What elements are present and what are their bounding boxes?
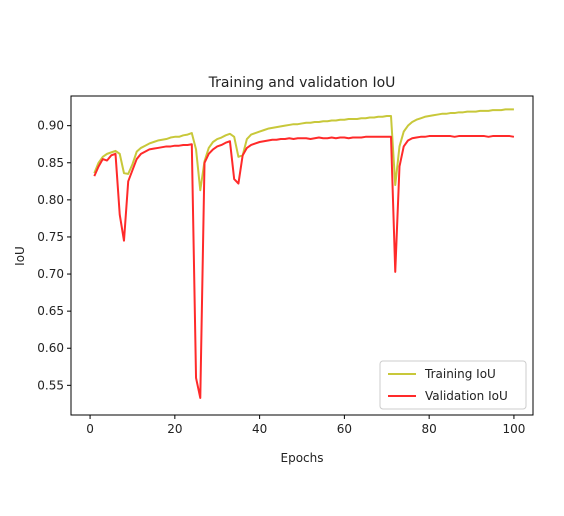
y-tick-label: 0.75: [37, 230, 64, 244]
x-tick-label: 40: [252, 422, 267, 436]
plot-frame: [70, 95, 534, 416]
y-tick-label: 0.65: [37, 304, 64, 318]
x-tick-label: 100: [502, 422, 525, 436]
series-layer: [93, 108, 515, 399]
series-line-training: [93, 108, 514, 192]
legend: Training IoU Validation IoU: [379, 360, 527, 410]
y-tick-label: 0.55: [37, 378, 64, 392]
y-tick-label: 0.85: [37, 156, 64, 170]
y-tick-label: 0.80: [37, 193, 64, 207]
y-tick-label: 0.70: [37, 267, 64, 281]
series-line-validation: [93, 135, 515, 399]
legend-box: [379, 360, 527, 410]
legend-label-validation: Validation IoU: [425, 389, 508, 403]
x-axis-label: Epochs: [281, 451, 324, 465]
y-axis-label: IoU: [13, 246, 27, 266]
chart-title: Training and validation IoU: [208, 75, 396, 91]
x-tick-label: 20: [167, 422, 182, 436]
y-tick-label: 0.90: [37, 119, 64, 133]
x-tick-label: 0: [86, 422, 94, 436]
x-tick-label: 80: [422, 422, 437, 436]
x-axis-ticks: 0 20 40 60 80 100: [86, 415, 525, 436]
legend-label-training: Training IoU: [424, 367, 496, 381]
x-tick-label: 60: [337, 422, 352, 436]
y-axis-ticks: 0.55 0.60 0.65 0.70 0.75 0.80 0.85 0.90: [37, 119, 71, 392]
y-tick-label: 0.60: [37, 341, 64, 355]
